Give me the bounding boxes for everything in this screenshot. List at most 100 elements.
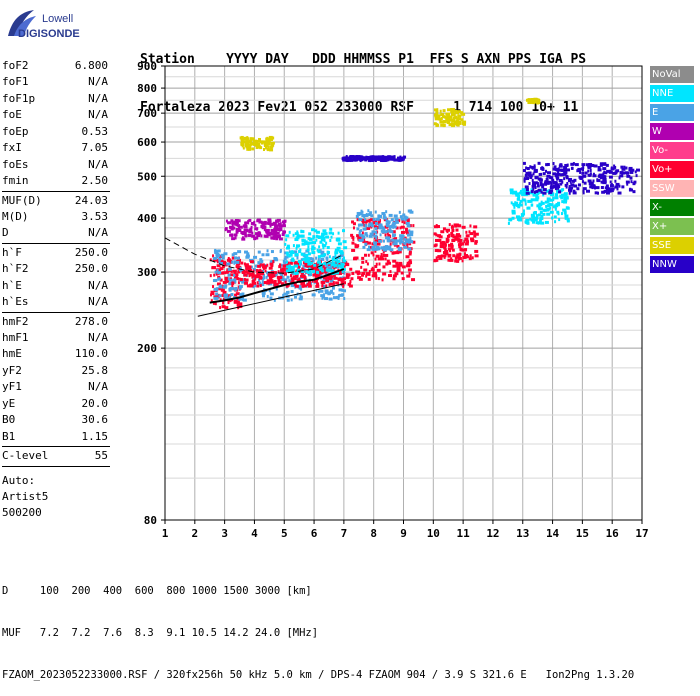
- echo-mark: [321, 284, 324, 288]
- echo-mark: [546, 199, 550, 203]
- echo-mark: [320, 280, 325, 284]
- echo-mark: [450, 225, 454, 229]
- echo-mark: [568, 191, 571, 195]
- echo-mark: [312, 266, 317, 270]
- echo-mark: [339, 254, 344, 258]
- echo-mark: [618, 184, 621, 188]
- echo-mark: [247, 140, 250, 144]
- param-value: 250.0: [74, 245, 108, 259]
- echo-mark: [532, 220, 536, 224]
- param-row: hmE 110.0: [2, 346, 108, 362]
- echo-mark: [456, 123, 460, 127]
- param-group-muf: MUF(D) 24.03 M(D) 3.53 D N/A: [2, 193, 108, 242]
- echo-mark: [297, 259, 302, 263]
- echo-mark: [457, 257, 460, 261]
- echo-mark: [560, 212, 563, 216]
- echo-mark: [387, 261, 391, 265]
- echo-mark: [371, 158, 375, 162]
- echo-mark: [368, 156, 371, 160]
- echo-mark: [281, 296, 285, 300]
- legend-item: E: [650, 104, 694, 121]
- echo-mark: [301, 242, 306, 246]
- echo-mark: [540, 221, 545, 225]
- echo-mark: [295, 273, 298, 277]
- param-name: hmF1: [2, 331, 29, 344]
- echo-mark: [534, 176, 538, 180]
- echo-mark: [409, 210, 414, 214]
- echo-mark: [450, 234, 455, 238]
- echo-mark: [541, 167, 545, 171]
- echo-mark: [373, 247, 378, 251]
- echo-mark: [608, 175, 613, 179]
- echo-mark: [262, 294, 266, 298]
- echo-mark: [387, 221, 391, 225]
- echo-mark: [266, 231, 270, 235]
- echo-mark: [385, 262, 389, 266]
- echo-mark: [376, 242, 381, 246]
- echo-mark: [334, 254, 337, 258]
- echo-mark: [231, 223, 234, 227]
- echo-mark: [445, 237, 449, 241]
- echo-mark: [538, 173, 541, 177]
- echo-mark: [529, 165, 532, 169]
- echo-mark: [552, 181, 556, 185]
- ionogram-plot: 1 2 3 4 5 6 7 8 9 10 11 12 13 14 15 16 17 80200300400500…: [137, 60, 649, 540]
- echo-mark: [347, 158, 350, 162]
- echo-mark: [301, 252, 305, 256]
- echo-mark: [374, 274, 378, 278]
- echo-mark: [320, 235, 325, 239]
- echo-mark: [351, 241, 355, 245]
- echo-mark: [394, 225, 397, 229]
- param-value: N/A: [88, 108, 108, 122]
- echo-mark: [605, 184, 608, 188]
- echo-mark: [317, 268, 320, 272]
- echo-mark: [301, 271, 304, 275]
- echo-mark: [312, 273, 317, 277]
- echo-mark: [361, 271, 366, 275]
- echo-mark: [256, 284, 260, 288]
- echo-mark: [535, 196, 540, 200]
- echo-mark: [364, 242, 368, 246]
- echo-mark: [397, 246, 402, 250]
- echo-mark: [237, 224, 241, 228]
- echo-mark: [405, 231, 409, 235]
- echo-mark: [530, 198, 535, 202]
- echo-mark: [292, 269, 295, 273]
- echo-mark: [605, 163, 609, 167]
- echo-mark: [360, 234, 364, 238]
- echo-mark: [565, 196, 569, 200]
- echo-mark: [398, 250, 402, 254]
- param-row: B0 30.6: [2, 412, 108, 428]
- echo-mark: [530, 98, 533, 102]
- echo-mark: [405, 218, 410, 222]
- echo-mark: [259, 268, 262, 272]
- echo-mark: [217, 275, 221, 279]
- echo-mark: [277, 222, 282, 226]
- param-row: foEs N/A: [2, 157, 108, 173]
- echo-mark: [464, 238, 467, 242]
- echo-mark: [227, 267, 232, 271]
- echo-mark: [437, 117, 442, 121]
- echo-mark: [401, 156, 404, 160]
- echo-mark: [440, 254, 444, 258]
- echo-mark: [275, 287, 278, 291]
- echo-mark: [460, 111, 464, 115]
- echo-mark: [546, 174, 551, 178]
- param-name: M(D): [2, 209, 29, 223]
- echo-mark: [217, 253, 221, 257]
- echo-mark: [312, 241, 317, 245]
- echo-mark: [267, 273, 272, 277]
- echo-mark: [226, 270, 229, 274]
- echo-mark: [362, 240, 366, 244]
- echo-mark: [607, 187, 611, 191]
- echo-mark: [545, 189, 549, 193]
- echo-mark: [581, 171, 585, 175]
- echo-mark: [519, 199, 523, 203]
- echo-mark: [286, 246, 291, 250]
- echo-mark: [596, 179, 601, 183]
- echo-mark: [302, 275, 306, 279]
- echo-mark: [457, 121, 462, 125]
- echo-mark: [358, 229, 361, 233]
- echo-mark: [295, 246, 298, 250]
